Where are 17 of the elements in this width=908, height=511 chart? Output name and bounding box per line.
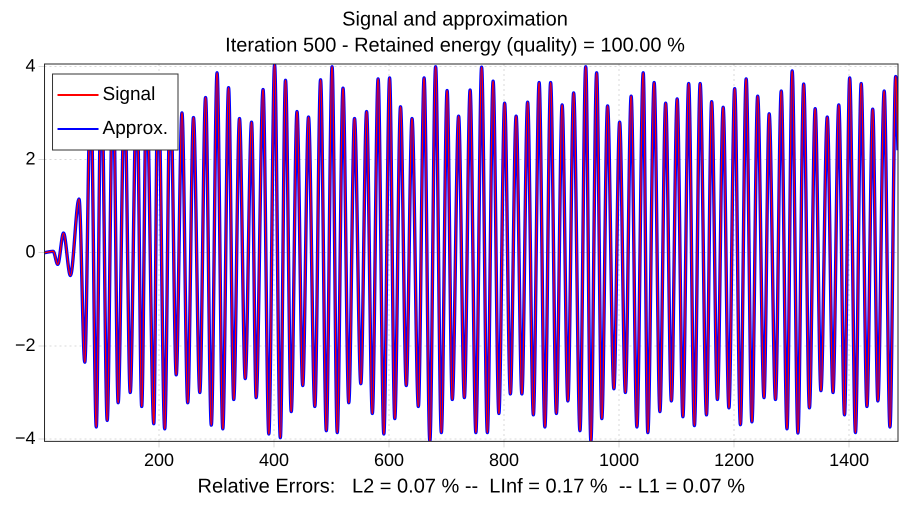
- y-tick-label: −4: [14, 428, 36, 448]
- x-tick-label: 200: [144, 450, 174, 470]
- y-tick-label: 0: [26, 242, 36, 262]
- x-tick-label: 1000: [599, 450, 640, 470]
- chart-title: Signal and approximation: [342, 8, 568, 31]
- x-axis-title: Relative Errors: L2 = 0.07 % -- LInf = 0.17 % -- L1 = 0.07 %: [198, 476, 746, 498]
- y-tick-label: −2: [14, 334, 36, 355]
- x-tick-label: 1200: [714, 450, 754, 470]
- x-tick-label: 600: [374, 450, 404, 470]
- x-tick-label: 800: [489, 450, 520, 470]
- x-tick-label: 1400: [829, 450, 870, 470]
- legend-label: Signal: [102, 84, 156, 106]
- x-tick-label: 400: [258, 450, 290, 470]
- chart-subtitle: Iteration 500 - Retained energy (quality) = 100.00 %: [225, 34, 686, 57]
- y-tick-label: 2: [26, 148, 36, 168]
- legend-label: Approx.: [102, 118, 168, 140]
- y-tick-label: 4: [26, 55, 36, 76]
